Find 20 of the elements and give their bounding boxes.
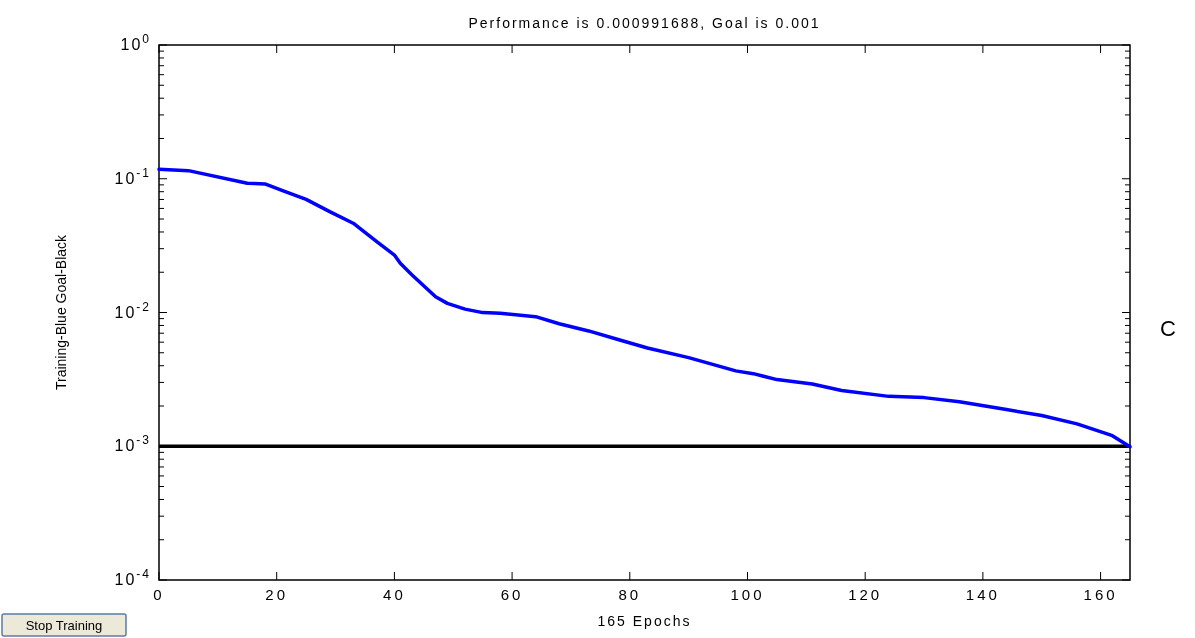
text: C bbox=[1160, 316, 1177, 341]
stop-training-button: Stop Training bbox=[1, 613, 127, 637]
x-tick-label: 100 bbox=[730, 586, 765, 603]
y-tick-label: 10$^{0}$ bbox=[120, 32, 151, 53]
x-tick-label: 0 bbox=[153, 586, 165, 603]
x-tick-label: 140 bbox=[965, 586, 1000, 603]
x-tick-label: 60 bbox=[500, 586, 524, 603]
y-tick-label: 10$^{-3}$ bbox=[114, 433, 151, 455]
x-tick-label: 120 bbox=[848, 586, 883, 603]
line-series bbox=[157, 167, 1132, 449]
y-tick-label: 10$^{-4}$ bbox=[114, 567, 151, 588]
y-tick-label: 10$^{-1}$ bbox=[114, 165, 151, 187]
x-tick-label: 20 bbox=[265, 586, 289, 603]
x-tick-label: 160 bbox=[1083, 586, 1118, 603]
x-tick-label: 40 bbox=[383, 586, 406, 603]
x-tick-label: 80 bbox=[618, 586, 642, 603]
y-tick-label: 10$^{-2}$ bbox=[114, 299, 151, 321]
x-axis-title: 165 Epochs bbox=[597, 613, 692, 629]
y-axis-title: Training-Blue Goal-Black bbox=[53, 233, 69, 391]
chart-title: Performance is 0.000991688, Goal is 0.001 bbox=[468, 15, 821, 31]
